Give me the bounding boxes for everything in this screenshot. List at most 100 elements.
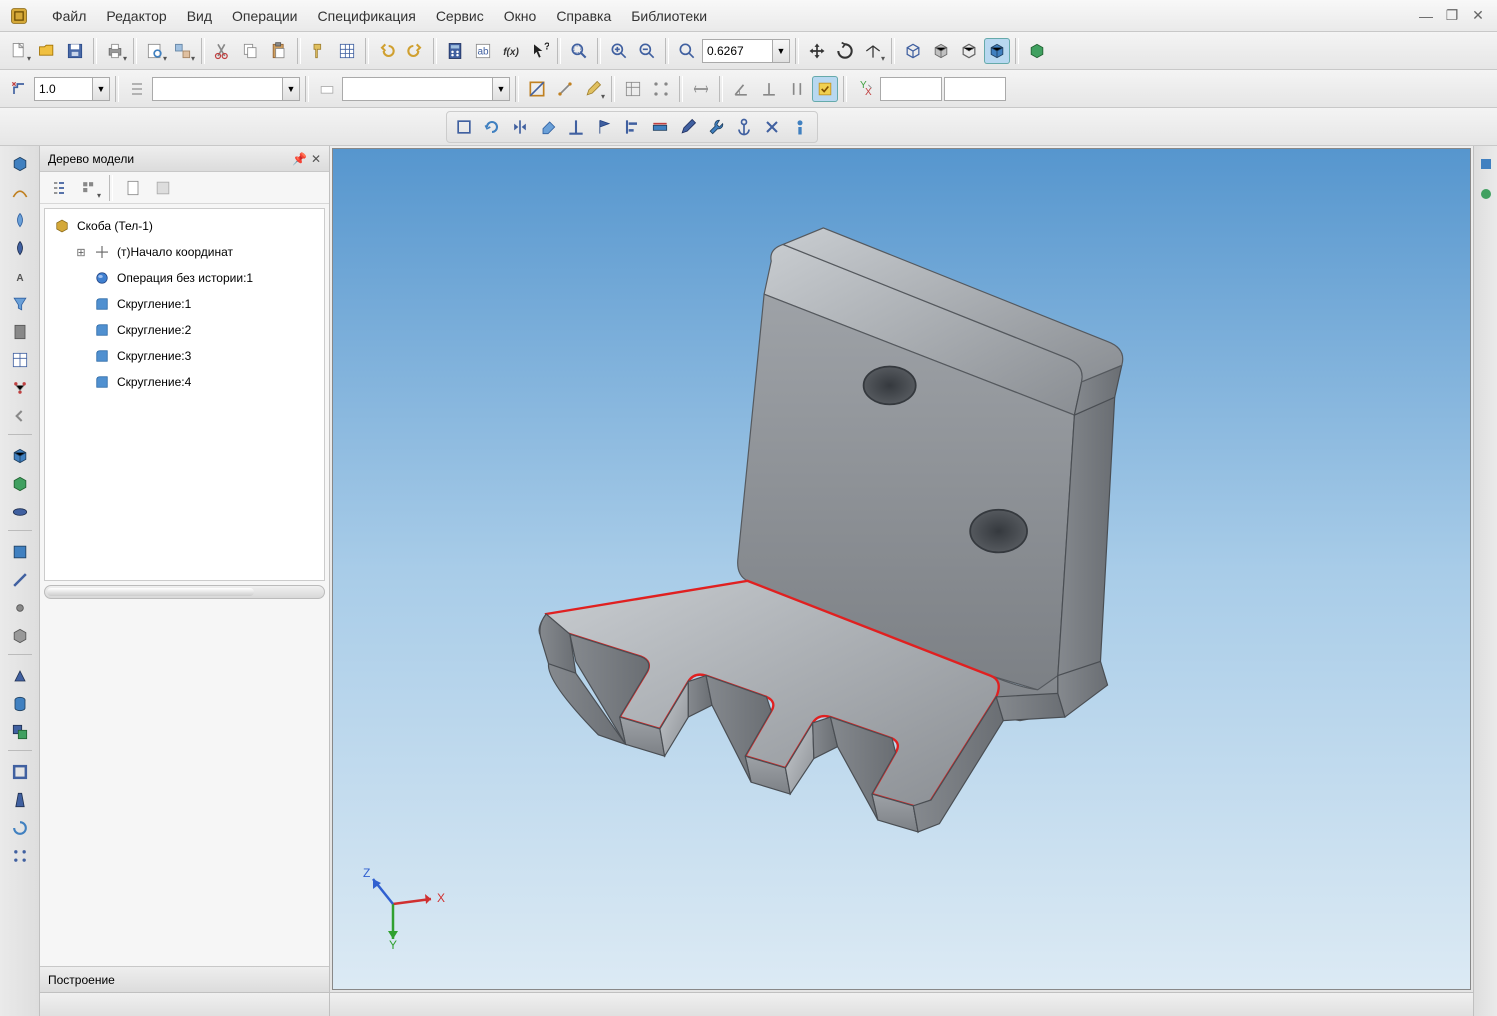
tree-fillet4-node[interactable]: Скругление:4 <box>47 369 322 395</box>
open-button[interactable] <box>34 38 60 64</box>
tree-fillet1-node[interactable]: Скругление:1 <box>47 291 322 317</box>
menu-libraries[interactable]: Библиотеки <box>621 4 717 28</box>
pan-button[interactable] <box>804 38 830 64</box>
wrench-button[interactable] <box>703 114 729 140</box>
rebuild-button[interactable] <box>451 114 477 140</box>
tree-horizontal-scrollbar[interactable] <box>44 585 325 599</box>
new-document-button[interactable] <box>6 38 32 64</box>
tree-pin-button[interactable]: 📌 <box>292 152 307 166</box>
step-dropdown-icon[interactable]: ▼ <box>92 77 110 101</box>
filter-input-1[interactable] <box>152 77 282 101</box>
prism-icon[interactable] <box>8 664 32 688</box>
refresh-button[interactable] <box>479 114 505 140</box>
sketch-button[interactable] <box>524 76 550 102</box>
tree-root-node[interactable]: Скоба (Тел-1) <box>47 213 322 239</box>
auto-constraint-button[interactable] <box>812 76 838 102</box>
format-painter-button[interactable] <box>306 38 332 64</box>
info-button[interactable] <box>787 114 813 140</box>
wireframe-button[interactable] <box>900 38 926 64</box>
cut-button[interactable] <box>210 38 236 64</box>
menu-view[interactable]: Вид <box>177 4 222 28</box>
menu-editor[interactable]: Редактор <box>96 4 176 28</box>
filter-combo-1[interactable]: ▼ <box>152 77 300 101</box>
help-pointer-button[interactable]: ? <box>526 38 552 64</box>
zoom-value-input[interactable] <box>702 39 772 63</box>
properties-button[interactable] <box>170 38 196 64</box>
save-button[interactable] <box>62 38 88 64</box>
section-button[interactable] <box>647 114 673 140</box>
align-left-button[interactable] <box>619 114 645 140</box>
orient-button[interactable] <box>860 38 886 64</box>
minimize-button[interactable]: — <box>1415 7 1437 25</box>
snap-grid-button[interactable] <box>620 76 646 102</box>
mirror-h-button[interactable] <box>507 114 533 140</box>
filter-dropdown-2-icon[interactable]: ▼ <box>492 77 510 101</box>
zoom-out-button[interactable] <box>634 38 660 64</box>
3d-viewport[interactable]: X Y Z <box>332 148 1471 990</box>
array-icon[interactable] <box>8 844 32 868</box>
cut-op-icon[interactable] <box>8 472 32 496</box>
box-mv-icon[interactable] <box>8 720 32 744</box>
pencil-button[interactable] <box>580 76 606 102</box>
table-button[interactable] <box>334 38 360 64</box>
perp-view-button[interactable] <box>563 114 589 140</box>
face-sel-icon[interactable] <box>8 540 32 564</box>
layer-icon[interactable] <box>314 76 340 102</box>
drop-icon[interactable] <box>8 208 32 232</box>
tree-fillet3-node[interactable]: Скругление:3 <box>47 343 322 369</box>
yx-button[interactable]: YX <box>852 76 878 102</box>
tree-body[interactable]: Скоба (Тел-1) ⊞ (т)Начало координат Опер… <box>44 208 325 581</box>
filter-dropdown-1-icon[interactable]: ▼ <box>282 77 300 101</box>
paste-button[interactable] <box>266 38 292 64</box>
preview-button[interactable] <box>142 38 168 64</box>
angle-button[interactable] <box>728 76 754 102</box>
menu-window[interactable]: Окно <box>494 4 547 28</box>
cyl-icon[interactable] <box>8 692 32 716</box>
curve-icon[interactable] <box>8 180 32 204</box>
menu-help[interactable]: Справка <box>546 4 621 28</box>
coord-input-1[interactable] <box>880 77 942 101</box>
print-button[interactable] <box>102 38 128 64</box>
funnel-icon[interactable] <box>8 292 32 316</box>
redo-button[interactable] <box>402 38 428 64</box>
feature-extrude-icon[interactable] <box>8 152 32 176</box>
vertex-sel-icon[interactable] <box>8 596 32 620</box>
menu-service[interactable]: Сервис <box>426 4 494 28</box>
menu-operations[interactable]: Операции <box>222 4 308 28</box>
tree-close-button[interactable]: ✕ <box>311 152 321 166</box>
draft-icon[interactable] <box>8 788 32 812</box>
drop2-icon[interactable] <box>8 236 32 260</box>
tree-fillet2-node[interactable]: Скругление:2 <box>47 317 322 343</box>
tree-list-button[interactable] <box>150 175 176 201</box>
shaded-button[interactable] <box>928 38 954 64</box>
parallel-button[interactable] <box>784 76 810 102</box>
maximize-button[interactable]: ❐ <box>1441 7 1463 25</box>
rotate-op-icon[interactable] <box>8 816 32 840</box>
tree-view1-button[interactable] <box>46 175 72 201</box>
table-left-icon[interactable] <box>8 348 32 372</box>
doc-icon[interactable] <box>8 320 32 344</box>
tree-view2-button[interactable] <box>76 175 102 201</box>
menu-file[interactable]: Файл <box>42 4 96 28</box>
step-value-input[interactable] <box>34 77 92 101</box>
erase-button[interactable] <box>535 114 561 140</box>
perp-button[interactable] <box>756 76 782 102</box>
revolve-icon[interactable] <box>8 500 32 524</box>
filter-input-2[interactable] <box>342 77 492 101</box>
flag-button[interactable] <box>591 114 617 140</box>
hidden-lines-button[interactable] <box>956 38 982 64</box>
coord-input-2[interactable] <box>944 77 1006 101</box>
zoom-value-combo[interactable]: ▼ <box>702 39 790 63</box>
filter-combo-2[interactable]: ▼ <box>342 77 510 101</box>
edit-sketch-button[interactable] <box>552 76 578 102</box>
text-icon[interactable]: A <box>8 264 32 288</box>
tools-button[interactable] <box>759 114 785 140</box>
calc-button[interactable] <box>442 38 468 64</box>
perspective-button[interactable] <box>1024 38 1050 64</box>
zoom-fit-button[interactable] <box>566 38 592 64</box>
menu-specification[interactable]: Спецификация <box>308 4 426 28</box>
tree-nohistory-node[interactable]: Операция без истории:1 <box>47 265 322 291</box>
zoom-dropdown-icon[interactable]: ▼ <box>772 39 790 63</box>
zoom-in-button[interactable] <box>606 38 632 64</box>
anchor-button[interactable] <box>731 114 757 140</box>
